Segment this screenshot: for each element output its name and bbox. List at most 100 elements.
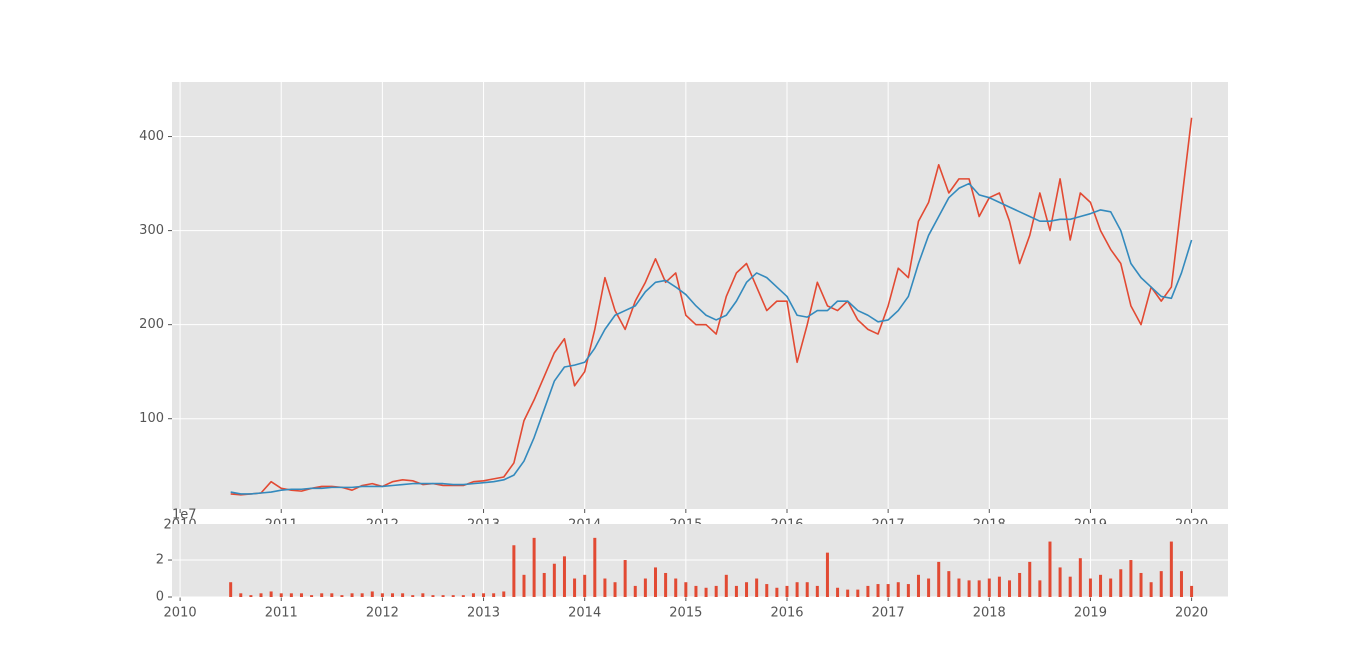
x-tick-label: 2016: [770, 606, 803, 621]
y-tick-label: 200: [139, 317, 164, 332]
volume-bar: [573, 578, 577, 597]
volume-bar: [299, 593, 303, 597]
volume-bar: [1038, 580, 1042, 597]
volume-bar: [1190, 585, 1194, 597]
y-tick-label: 100: [139, 411, 164, 426]
volume-bar: [431, 595, 435, 597]
volume-bar: [684, 582, 688, 597]
volume-bar: [239, 593, 243, 597]
volume-bar: [765, 584, 769, 597]
volume-bar: [1129, 560, 1133, 597]
volume-bar: [421, 593, 425, 597]
volume-bar: [461, 595, 465, 597]
volume-bar: [583, 574, 587, 597]
volume-bar: [916, 574, 920, 597]
volume-bar: [249, 595, 253, 597]
volume-bar: [441, 595, 445, 597]
volume-bar: [350, 593, 354, 597]
x-tick-label: 2011: [265, 606, 298, 621]
volume-bar: [937, 561, 941, 597]
volume-bar: [886, 584, 890, 597]
volume-bar: [856, 589, 860, 597]
volume-bar: [1028, 561, 1032, 597]
plot-background: [172, 82, 1228, 509]
y-tick-label: 2: [156, 553, 164, 568]
price-line: [230, 117, 1193, 496]
volume-bar: [876, 584, 880, 597]
volume-bar: [836, 587, 840, 597]
volume-bar: [623, 560, 627, 597]
volume-bar: [805, 582, 809, 597]
volume-bar: [745, 582, 749, 597]
volume-bar: [1078, 558, 1082, 597]
volume-bar: [562, 556, 566, 597]
volume-bar: [633, 585, 637, 597]
volume-bar: [1169, 541, 1173, 597]
volume-bar: [1139, 572, 1143, 597]
volume-bar: [694, 585, 698, 597]
volume-bar: [1149, 582, 1153, 597]
volume-bar: [846, 589, 850, 597]
volume-bar: [906, 584, 910, 597]
volume-bar: [734, 585, 738, 597]
volume-bar: [492, 593, 496, 597]
volume-bar: [482, 593, 486, 597]
volume-bar: [391, 593, 395, 597]
volume-bar: [977, 580, 981, 597]
offset-label: 1e7: [172, 508, 197, 523]
volume-bar: [229, 582, 233, 597]
y-tick-label: 0: [156, 590, 164, 605]
volume-bar: [411, 595, 415, 597]
volume-bar: [340, 595, 344, 597]
volume-bar: [704, 587, 708, 597]
volume-bar: [269, 591, 273, 597]
volume-bar: [1018, 572, 1022, 597]
volume-bar: [532, 537, 536, 597]
x-tick-label: 2017: [872, 606, 905, 621]
volume-bar: [785, 585, 789, 597]
volume-bar: [927, 578, 931, 597]
x-tick-label: 2015: [669, 606, 702, 621]
volume-bar: [825, 552, 829, 597]
x-tick-label: 2014: [568, 606, 601, 621]
volume-bar: [471, 593, 475, 597]
volume-bar: [714, 585, 718, 597]
volume-bar: [755, 578, 759, 597]
volume-bar: [522, 574, 526, 597]
volume-bar: [289, 593, 293, 597]
volume-bar: [1058, 567, 1062, 597]
volume-bar: [1179, 571, 1183, 597]
volume-bar: [987, 578, 991, 597]
volume-bar: [957, 578, 961, 597]
volume-bar: [1119, 569, 1123, 597]
volume-bar: [1068, 576, 1072, 597]
volume-bar: [775, 587, 779, 597]
x-tick-label: 2020: [1175, 606, 1208, 621]
volume-bar: [542, 572, 546, 597]
x-tick-label: 2018: [973, 606, 1006, 621]
volume-bar: [603, 578, 607, 597]
volume-bar: [1048, 541, 1052, 597]
volume-bar: [370, 591, 374, 597]
volume-bar: [866, 585, 870, 597]
volume-bar: [896, 582, 900, 597]
volume-bar: [552, 563, 556, 597]
volume-bar: [380, 593, 384, 597]
volume-bar: [310, 595, 314, 597]
volume-bar: [643, 578, 647, 597]
volume-bar: [451, 595, 455, 597]
x-tick-label: 2013: [467, 606, 500, 621]
volume-bar: [967, 580, 971, 597]
volume-bar: [593, 537, 597, 597]
y-tick-label: 400: [139, 129, 164, 144]
volume-bar: [1159, 571, 1163, 597]
volume-bar: [1109, 578, 1113, 597]
volume-bar: [664, 572, 668, 597]
volume-bar: [1099, 574, 1103, 597]
volume-bar: [815, 585, 819, 597]
y-tick-label: 300: [139, 223, 164, 238]
x-tick-label: 2010: [164, 606, 197, 621]
volume-bar: [259, 593, 263, 597]
